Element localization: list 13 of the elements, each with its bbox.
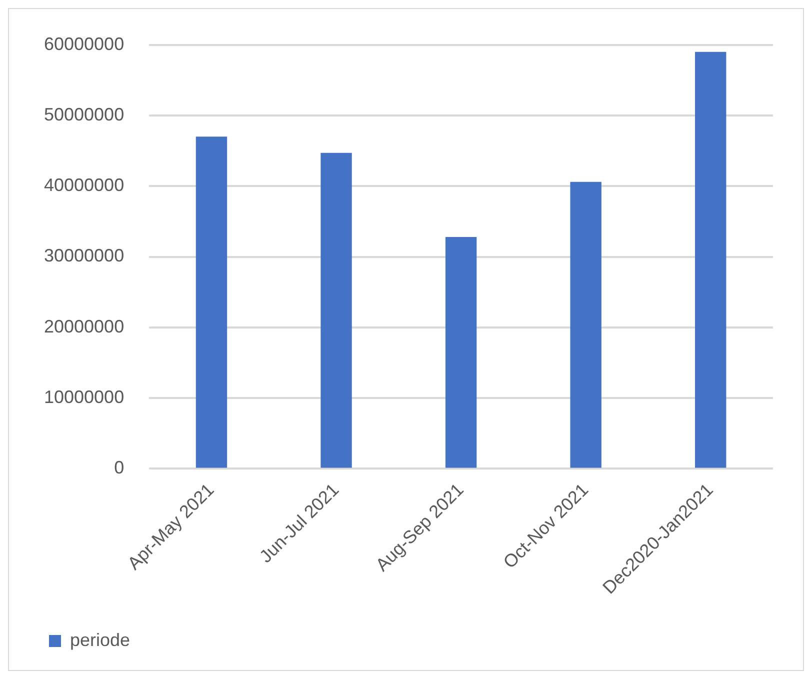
y-tick-label: 30000000 [44, 246, 124, 266]
y-tick-label: 0 [114, 458, 124, 478]
legend-label: periode [70, 630, 130, 650]
bar [570, 182, 602, 468]
y-tick-label: 20000000 [44, 316, 124, 336]
y-tick-label: 10000000 [44, 387, 124, 408]
bar [320, 152, 352, 468]
y-tick-label: 50000000 [44, 104, 124, 124]
y-tick-label: 40000000 [44, 175, 124, 196]
y-tick-label: 60000000 [44, 34, 124, 54]
bar [196, 136, 228, 468]
bar [695, 52, 726, 468]
bar [445, 236, 477, 468]
